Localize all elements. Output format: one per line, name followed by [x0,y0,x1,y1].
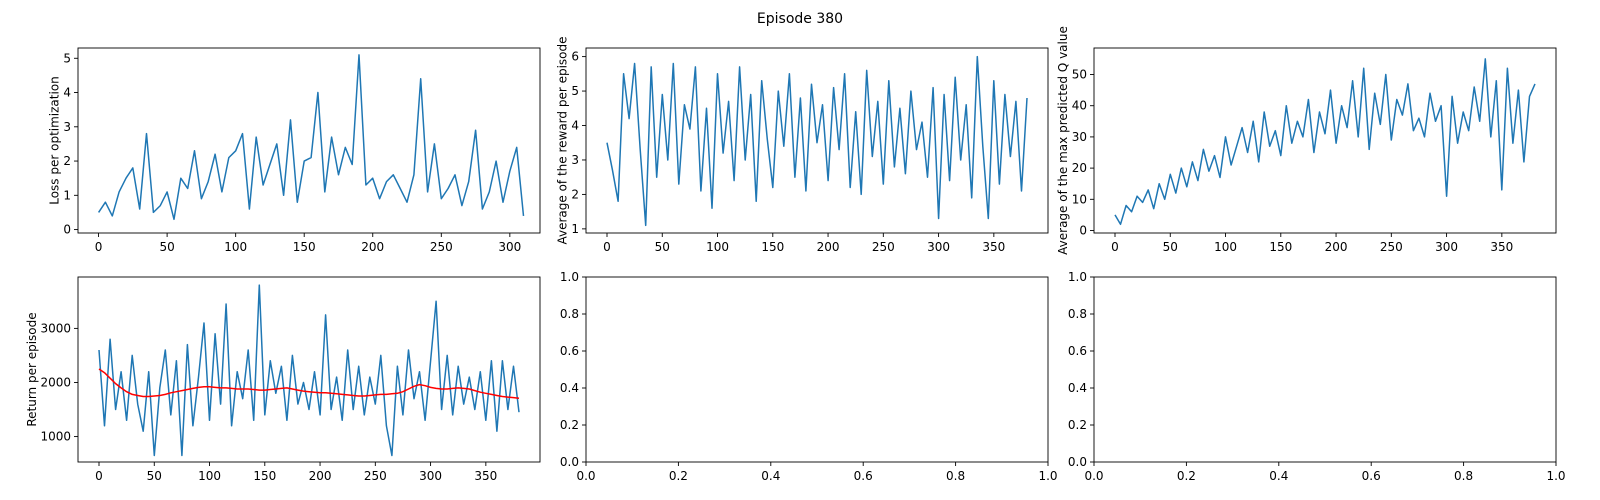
y-tick-label: 0.6 [1068,344,1087,358]
y-tick-label: 40 [1072,99,1087,113]
y-axis-label: Average of the reward per episode [556,36,570,244]
x-tick-label: 0 [95,469,103,483]
y-tick-label: 30 [1072,130,1087,144]
x-tick-label: 100 [198,469,221,483]
y-tick-label: 10 [1072,192,1087,206]
x-tick-label: 50 [1163,240,1178,254]
y-tick-label: 6 [571,50,579,64]
y-tick-label: 4 [63,86,71,100]
y-tick-label: 5 [571,84,579,98]
x-tick-label: 0 [1111,240,1119,254]
x-tick-label: 200 [309,469,332,483]
y-tick-label: 3 [571,153,579,167]
subplot-empty-2: 0.0 0.2 0.4 0.6 0.8 1.0 0.0 0.2 0.4 0.6 0.8 1.0 [1068,270,1566,483]
subplot-q-value: 0 50 100 150 200 250 300 35001020304050Average … [1056,26,1557,255]
y-tick-label: 1 [63,188,71,202]
y-tick-label: 3000 [40,321,71,335]
subplot-return: 0 50 100 150 200 250 300 350 1000 2000 3000Return … [25,276,541,483]
x-tick-label: 150 [761,240,784,254]
y-tick-label: 2 [571,187,579,201]
x-tick-label: 0 [95,240,103,254]
x-tick-label: 0.6 [854,469,873,483]
x-tick-label: 250 [364,469,387,483]
x-tick-label: 250 [872,240,895,254]
x-tick-label: 200 [817,240,840,254]
x-tick-label: 150 [253,469,276,483]
y-tick-label: 0.4 [560,381,579,395]
axes-frame [1093,47,1557,234]
y-axis-label: Average of the max predicted Q value [1056,26,1070,255]
y-tick-label: 0 [63,223,71,237]
x-tick-label: 250 [430,240,453,254]
y-tick-label: 2000 [40,375,71,389]
x-tick-label: 250 [1380,240,1403,254]
y-tick-label: 50 [1072,68,1087,82]
axes-frame [585,276,1049,463]
figure-title: Episode 380 [757,11,843,27]
y-tick-label: 3 [63,120,71,134]
y-axis-label: Return per episode [25,312,39,426]
y-tick-label: 1.0 [560,270,579,284]
y-tick-label: 0.6 [560,344,579,358]
x-tick-label: 200 [1325,240,1348,254]
x-tick-label: 300 [419,469,442,483]
y-tick-label: 0.0 [560,455,579,469]
x-tick-label: 0.8 [946,469,965,483]
x-tick-label: 350 [474,469,497,483]
x-tick-label: 300 [498,240,521,254]
x-tick-label: 300 [927,240,950,254]
y-tick-label: 0.0 [1068,455,1087,469]
x-tick-label: 50 [159,240,174,254]
x-tick-label: 100 [1214,240,1237,254]
x-tick-label: 50 [655,240,670,254]
x-tick-label: 300 [1435,240,1458,254]
series-line-return-0 [98,284,520,457]
series-line-loss-0 [97,54,525,221]
x-tick-label: 0 [603,240,611,254]
y-tick-label: 5 [63,51,71,65]
series-line-reward-0 [606,55,1028,227]
x-tick-label: 150 [293,240,316,254]
axes-frame [77,276,541,463]
subplot-empty-1: 0.0 0.2 0.4 0.6 0.8 1.0 0.0 0.2 0.4 0.6 0.8 1.0 [560,270,1058,483]
axes-frame [1093,276,1557,463]
x-tick-label: 50 [147,469,162,483]
y-tick-label: 20 [1072,161,1087,175]
y-tick-label: 0.8 [1068,307,1087,321]
x-tick-label: 1.0 [1546,469,1565,483]
y-axis-label: Loss per optimization [48,76,62,205]
x-tick-label: 0.4 [761,469,780,483]
y-tick-label: 2 [63,154,71,168]
series-line-q-value-0 [1114,58,1536,226]
x-tick-label: 0.2 [669,469,688,483]
x-tick-label: 200 [361,240,384,254]
y-tick-label: 1000 [40,430,71,444]
x-tick-label: 1.0 [1038,469,1057,483]
x-tick-label: 0.0 [1084,469,1103,483]
x-tick-label: 350 [982,240,1005,254]
x-tick-label: 0.6 [1362,469,1381,483]
series-line-return-1 [98,368,520,399]
x-tick-label: 100 [706,240,729,254]
x-tick-label: 0.8 [1454,469,1473,483]
x-tick-label: 100 [224,240,247,254]
y-tick-label: 0.2 [560,418,579,432]
y-tick-label: 1 [571,222,579,236]
axes-frame [77,47,541,234]
x-tick-label: 350 [1490,240,1513,254]
x-tick-label: 0.4 [1269,469,1288,483]
y-tick-label: 0 [1079,224,1087,238]
x-tick-label: 150 [1269,240,1292,254]
axes-frame [585,47,1049,234]
y-tick-label: 0.4 [1068,381,1087,395]
x-tick-label: 0.0 [576,469,595,483]
y-tick-label: 0.8 [560,307,579,321]
x-tick-label: 0.2 [1177,469,1196,483]
y-tick-label: 4 [571,119,579,133]
y-tick-label: 1.0 [1068,270,1087,284]
y-tick-label: 0.2 [1068,418,1087,432]
